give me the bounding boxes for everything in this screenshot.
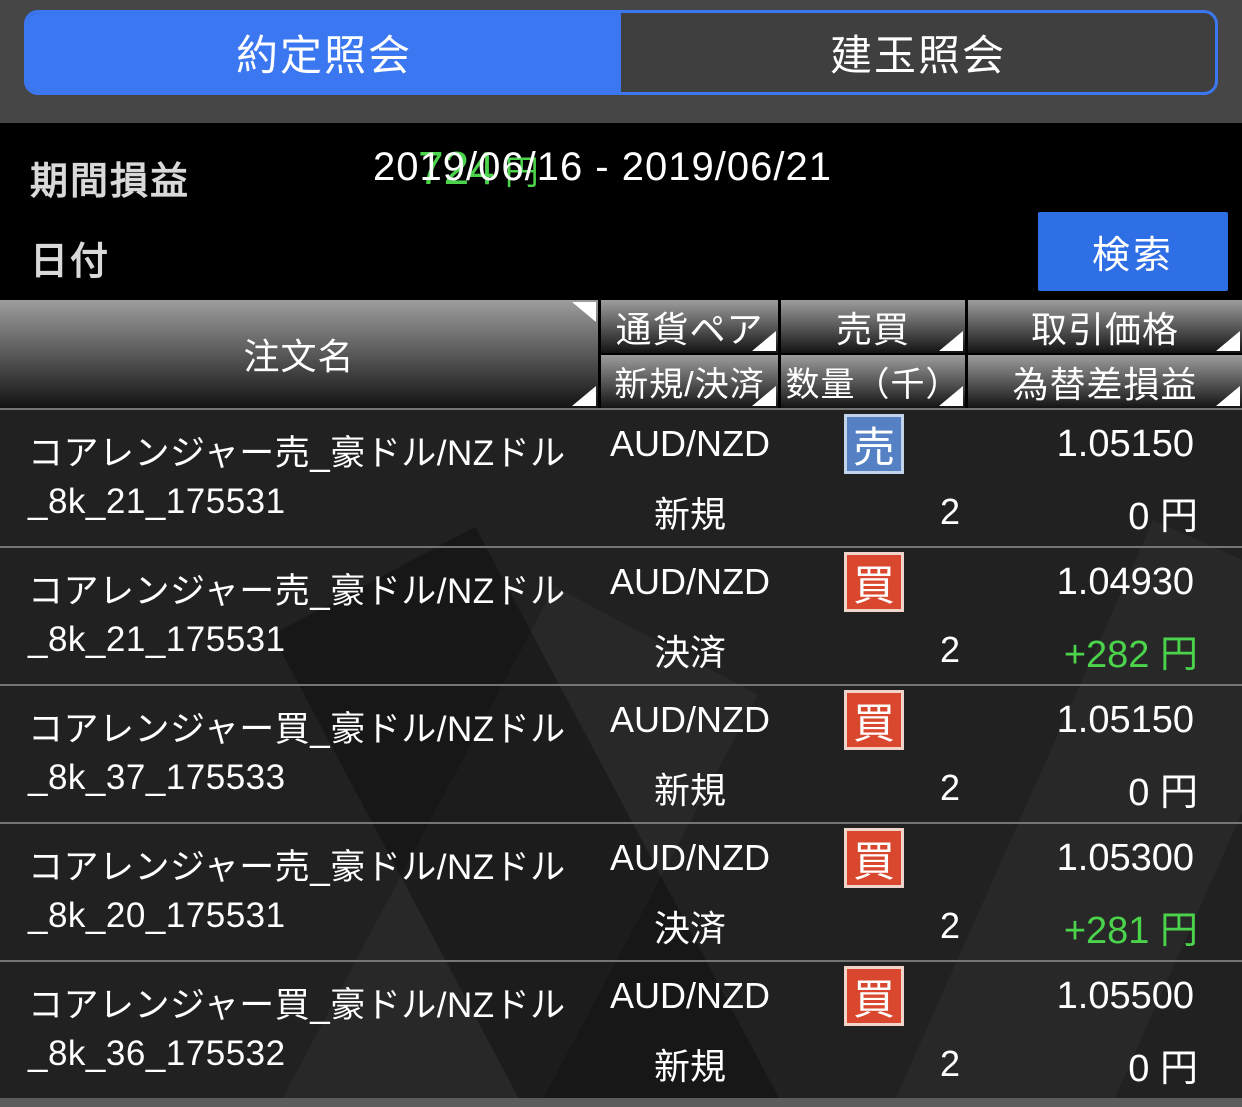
tab-segmented-control: 約定照会 建玉照会 (24, 10, 1218, 95)
sort-triangle-icon (939, 386, 963, 406)
period-pl-value: 724 円 (418, 141, 539, 195)
header-quantity-label: 数量（千） (785, 366, 961, 404)
header-trade-price[interactable]: 取引価格 (968, 300, 1242, 353)
open-close: 決済 (653, 632, 726, 673)
order-name-cell: コアレンジャー売_豪ドル/NZドル_8k_21_175531 (0, 410, 600, 546)
currency-pair: AUD/NZD (610, 561, 770, 602)
header-quantity[interactable]: 数量（千） (781, 355, 965, 408)
period-pl-unit: 円 (504, 154, 539, 192)
header-side-label: 売買 (835, 308, 910, 350)
quantity: 2 (939, 1043, 960, 1084)
fx-profit-loss: 0 円 (1128, 495, 1198, 538)
period-pl-amount: 724 (418, 142, 495, 194)
side-quantity-cell: 買 2 (780, 548, 968, 684)
trade-price: 1.05300 (1056, 836, 1194, 879)
search-button[interactable]: 検索 (1038, 212, 1228, 291)
sort-ascending-triangle-icon (572, 302, 596, 322)
pair-open-close-cell: AUD/NZD 新規 (600, 686, 780, 822)
currency-pair: AUD/NZD (610, 975, 770, 1016)
table-row[interactable]: コアレンジャー買_豪ドル/NZドル_8k_36_175532 AUD/NZD 新… (0, 960, 1242, 1098)
side-badge: 買 (844, 828, 904, 888)
header-open-close[interactable]: 新規/決済 (601, 355, 778, 408)
period-pl-label: 期間損益 (30, 161, 191, 203)
quantity: 2 (939, 629, 960, 670)
pair-open-close-cell: AUD/NZD 決済 (600, 548, 780, 684)
open-close: 新規 (653, 770, 726, 811)
header-fx-pl[interactable]: 為替差損益 (968, 355, 1242, 408)
trade-price: 1.05500 (1056, 974, 1194, 1017)
fx-profit-loss: +281 円 (1063, 909, 1198, 952)
sort-triangle-icon (1216, 331, 1240, 351)
pair-open-close-cell: AUD/NZD 新規 (600, 962, 780, 1098)
sort-triangle-icon (939, 331, 963, 351)
header-trade-price-label: 取引価格 (1030, 308, 1179, 350)
price-pl-cell: 1.05300 +281 円 (968, 824, 1242, 960)
date-label: 日付 (30, 241, 111, 283)
table-header: 注文名 通貨ペア 売買 取引価格 新規/決済 数量（千） 為替差損益 (0, 300, 1242, 408)
header-open-close-label: 新規/決済 (614, 366, 765, 404)
side-quantity-cell: 買 2 (780, 686, 968, 822)
open-close: 新規 (653, 494, 726, 535)
header-fx-pl-label: 為替差損益 (1012, 363, 1198, 405)
fx-profit-loss: +282 円 (1063, 633, 1198, 676)
order-name: コアレンジャー買_豪ドル/NZドル_8k_37_175533 (28, 710, 566, 797)
tab-execution-inquiry[interactable]: 約定照会 (27, 13, 621, 92)
table-row[interactable]: コアレンジャー売_豪ドル/NZドル_8k_21_175531 AUD/NZD 決… (0, 546, 1242, 684)
side-badge: 買 (844, 690, 904, 750)
sort-triangle-icon (752, 386, 776, 406)
trade-price: 1.04930 (1056, 560, 1194, 603)
pair-open-close-cell: AUD/NZD 決済 (600, 824, 780, 960)
order-name-cell: コアレンジャー買_豪ドル/NZドル_8k_37_175533 (0, 686, 600, 822)
order-name: コアレンジャー売_豪ドル/NZドル_8k_20_175531 (28, 848, 566, 935)
table-row[interactable]: コアレンジャー買_豪ドル/NZドル_8k_37_175533 AUD/NZD 新… (0, 684, 1242, 822)
trade-price: 1.05150 (1056, 698, 1194, 741)
quantity: 2 (939, 767, 960, 808)
tab-open-position-inquiry[interactable]: 建玉照会 (829, 32, 1006, 79)
order-name: コアレンジャー売_豪ドル/NZドル_8k_21_175531 (28, 572, 566, 659)
sort-triangle-icon (752, 331, 776, 351)
tab-bar: 約定照会 建玉照会 (0, 0, 1242, 123)
open-close: 決済 (653, 908, 726, 949)
side-quantity-cell: 買 2 (780, 962, 968, 1098)
table-row[interactable]: コアレンジャー売_豪ドル/NZドル_8k_20_175531 AUD/NZD 決… (0, 822, 1242, 960)
trade-price: 1.05150 (1056, 422, 1194, 465)
price-pl-cell: 1.05150 0 円 (968, 410, 1242, 546)
currency-pair: AUD/NZD (610, 423, 770, 464)
date-range-value[interactable]: 2019/06/16 - 2019/06/21 (373, 145, 832, 189)
order-name-cell: コアレンジャー売_豪ドル/NZドル_8k_20_175531 (0, 824, 600, 960)
side-badge: 売 (844, 414, 904, 474)
header-side[interactable]: 売買 (781, 300, 965, 353)
header-order-name[interactable]: 注文名 (0, 300, 598, 408)
pair-open-close-cell: AUD/NZD 新規 (600, 410, 780, 546)
quantity: 2 (939, 491, 960, 532)
fx-profit-loss: 0 円 (1128, 771, 1198, 814)
order-name: コアレンジャー買_豪ドル/NZドル_8k_36_175532 (28, 986, 566, 1073)
currency-pair: AUD/NZD (610, 699, 770, 740)
summary-panel: 期間損益 724 円 日付 2019/06/16 - 2019/06/21 検索 (0, 123, 1242, 300)
open-close: 新規 (653, 1046, 726, 1087)
order-name-cell: コアレンジャー買_豪ドル/NZドル_8k_36_175532 (0, 962, 600, 1098)
header-order-name-label: 注文名 (243, 336, 355, 377)
side-quantity-cell: 売 2 (780, 410, 968, 546)
order-name-cell: コアレンジャー売_豪ドル/NZドル_8k_21_175531 (0, 548, 600, 684)
price-pl-cell: 1.04930 +282 円 (968, 548, 1242, 684)
price-pl-cell: 1.05150 0 円 (968, 686, 1242, 822)
order-name: コアレンジャー売_豪ドル/NZドル_8k_21_175531 (28, 434, 566, 521)
price-pl-cell: 1.05500 0 円 (968, 962, 1242, 1098)
header-currency-pair[interactable]: 通貨ペア (601, 300, 778, 353)
side-badge: 買 (844, 966, 904, 1026)
quantity: 2 (939, 905, 960, 946)
sort-triangle-icon (1216, 386, 1240, 406)
sort-triangle-icon (572, 386, 596, 406)
table-body: コアレンジャー売_豪ドル/NZドル_8k_21_175531 AUD/NZD 新… (0, 408, 1242, 1098)
fx-profit-loss: 0 円 (1128, 1047, 1198, 1090)
side-quantity-cell: 買 2 (780, 824, 968, 960)
currency-pair: AUD/NZD (610, 837, 770, 878)
header-currency-pair-label: 通貨ペア (615, 308, 764, 350)
bottom-strip (0, 1098, 1242, 1107)
table-row[interactable]: コアレンジャー売_豪ドル/NZドル_8k_21_175531 AUD/NZD 新… (0, 408, 1242, 546)
side-badge: 買 (844, 552, 904, 612)
